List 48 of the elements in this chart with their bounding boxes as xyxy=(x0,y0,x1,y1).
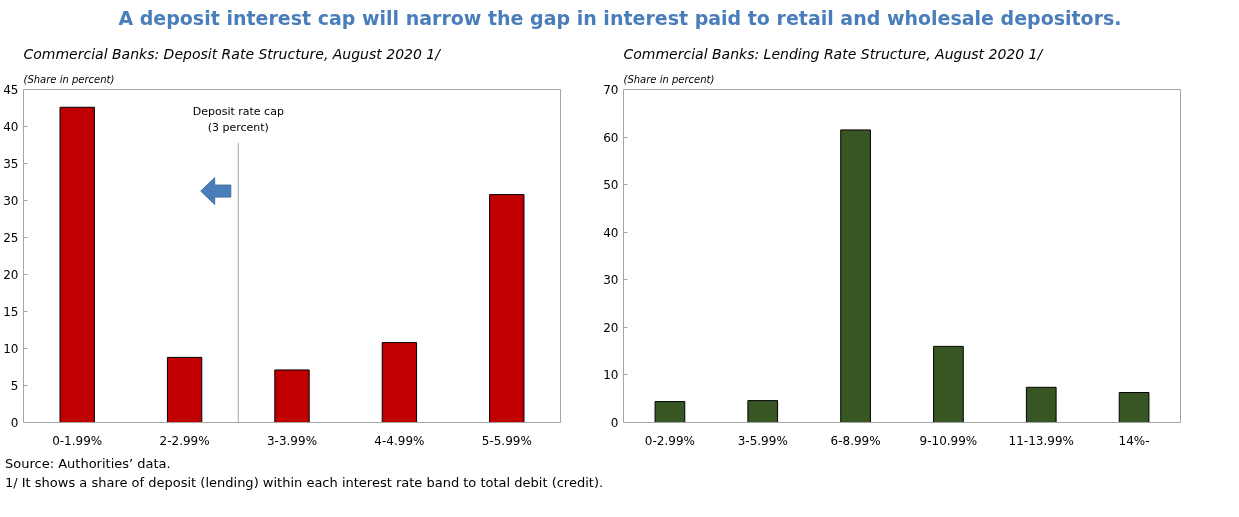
bar xyxy=(654,401,686,423)
bar xyxy=(840,129,871,423)
y-tick-label: 0 xyxy=(610,416,619,430)
bar xyxy=(59,106,95,423)
y-tick-label: 30 xyxy=(603,273,619,288)
y-tick-label: 40 xyxy=(3,120,19,134)
y-tick-label: 20 xyxy=(603,320,619,335)
chart-title: Commercial Banks: Deposit Rate Structure, August 2020 1/ xyxy=(23,45,442,62)
x-tick-label: 6-8.99% xyxy=(830,433,881,448)
bar xyxy=(274,369,310,423)
x-tick-label: 0-1.99% xyxy=(52,433,103,448)
y-tick-label: 10 xyxy=(603,368,619,383)
bar xyxy=(1118,392,1150,423)
y-tick-label: 45 xyxy=(3,83,19,97)
x-tick-label: 0-2.99% xyxy=(644,433,695,448)
bar xyxy=(933,345,964,423)
x-tick-label: 3-5.99% xyxy=(737,433,788,448)
bar xyxy=(747,400,779,423)
chart-title: Commercial Banks: Lending Rate Structure, August 2020 1/ xyxy=(623,45,1044,62)
x-tick-label: 14%- xyxy=(1118,433,1150,448)
chart-subtitle: (Share in percent) xyxy=(623,73,715,85)
y-tick-label: 0 xyxy=(10,416,19,430)
x-tick-label: 9-10.99% xyxy=(919,433,978,448)
text: 1/ It shows a share of deposit (lending) within each interest rate band to total debit (credit). xyxy=(5,473,604,492)
y-tick-label: 15 xyxy=(3,305,19,319)
x-tick-label: 3-3.99% xyxy=(266,433,318,448)
x-tick-label: 2-2.99% xyxy=(159,433,210,448)
y-tick-label: 50 xyxy=(603,178,619,193)
y-tick-label: 35 xyxy=(3,157,19,171)
y-tick-label: 10 xyxy=(3,342,19,356)
y-tick-label: 30 xyxy=(3,194,19,208)
chart-subtitle: (Share in percent) xyxy=(23,73,115,85)
y-tick-label: 60 xyxy=(603,130,619,145)
x-tick-label: 11-13.99% xyxy=(1008,433,1074,448)
y-tick-label: 20 xyxy=(3,268,19,282)
y-tick-label: 25 xyxy=(3,231,19,245)
text: A deposit interest cap will narrow the gap in interest paid to retail and wholesale depositors. xyxy=(117,6,1123,31)
y-tick-label: 5 xyxy=(10,379,19,393)
bar xyxy=(489,194,525,423)
x-tick-label: 4-4.99% xyxy=(374,433,425,448)
x-tick-label: 5-5.99% xyxy=(481,433,532,448)
y-tick-label: 40 xyxy=(603,225,619,240)
bar xyxy=(166,356,203,423)
y-tick-label: 70 xyxy=(603,83,619,97)
source-note: Source: Authorities’ data. xyxy=(5,455,172,473)
bar xyxy=(381,342,418,423)
bar xyxy=(1025,386,1057,423)
annotation: Deposit rate cap (3 percent) xyxy=(192,105,284,134)
